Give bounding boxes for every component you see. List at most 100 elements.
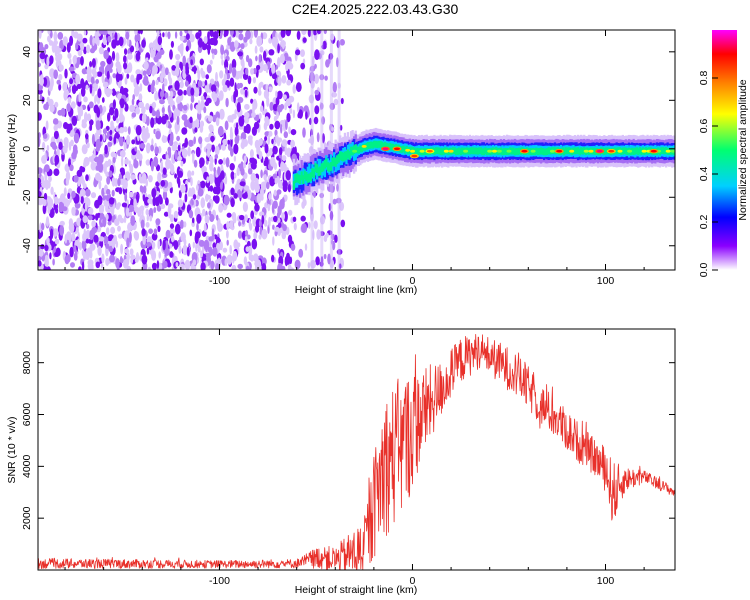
noise-speckle bbox=[249, 157, 256, 164]
noise-speckle bbox=[128, 204, 135, 213]
noise-speckle bbox=[199, 58, 204, 66]
ridge-cell bbox=[419, 149, 425, 153]
noise-speckle bbox=[80, 105, 83, 113]
noise-speckle bbox=[105, 194, 110, 202]
ridge-cell bbox=[417, 148, 421, 156]
noise-speckle bbox=[70, 101, 76, 109]
noise-speckle bbox=[229, 30, 234, 36]
noise-speckle bbox=[129, 191, 134, 198]
noise-speckle bbox=[253, 121, 260, 130]
noise-speckle bbox=[268, 192, 272, 201]
ridge-cell bbox=[360, 145, 363, 153]
noise-speckle bbox=[286, 60, 292, 68]
noise-speckle bbox=[198, 239, 205, 247]
noise-speckle bbox=[302, 37, 307, 43]
noise-speckle bbox=[243, 161, 246, 169]
ridge-cell bbox=[305, 172, 308, 181]
noise-speckle bbox=[53, 168, 60, 176]
noise-speckle bbox=[218, 159, 224, 165]
noise-speckle bbox=[71, 190, 76, 198]
noise-speckle bbox=[151, 138, 154, 146]
ridge-cell bbox=[359, 145, 362, 153]
noise-speckle bbox=[323, 30, 327, 35]
ridge-cell bbox=[379, 140, 382, 148]
noise-speckle bbox=[264, 116, 269, 123]
noise-speckle bbox=[294, 259, 301, 270]
noise-speckle bbox=[69, 246, 74, 258]
ridge-cell bbox=[487, 149, 493, 153]
ridge-cell bbox=[329, 162, 333, 171]
noise-speckle bbox=[62, 81, 68, 92]
noise-speckle bbox=[124, 48, 128, 55]
noise-speckle bbox=[259, 105, 264, 113]
ridge-cell bbox=[292, 181, 296, 190]
noise-speckle bbox=[211, 91, 216, 100]
noise-speckle bbox=[267, 134, 271, 145]
noise-speckle bbox=[96, 71, 103, 77]
noise-speckle bbox=[126, 252, 130, 262]
noise-speckle bbox=[86, 113, 92, 122]
noise-speckle bbox=[113, 136, 117, 145]
noise-speckle bbox=[307, 262, 311, 269]
noise-speckle bbox=[53, 31, 58, 42]
noise-speckle bbox=[141, 69, 144, 77]
noise-speckle bbox=[154, 146, 159, 155]
noise-speckle bbox=[200, 180, 206, 189]
noise-speckle bbox=[237, 242, 241, 248]
noise-speckle bbox=[220, 53, 224, 60]
noise-speckle bbox=[190, 103, 193, 111]
noise-speckle bbox=[283, 211, 288, 222]
noise-speckle bbox=[332, 198, 337, 205]
noise-speckle bbox=[165, 31, 168, 38]
noise-speckle bbox=[245, 30, 251, 40]
noise-speckle bbox=[91, 58, 96, 68]
noise-speckle bbox=[217, 222, 223, 232]
noise-speckle bbox=[178, 209, 183, 216]
noise-speckle bbox=[233, 172, 237, 179]
noise-speckle bbox=[233, 94, 236, 104]
ridge-cell bbox=[328, 163, 331, 172]
noise-speckle bbox=[153, 228, 158, 235]
noise-speckle bbox=[285, 30, 292, 37]
noise-speckle bbox=[245, 265, 250, 270]
noise-speckle bbox=[292, 84, 296, 94]
noise-speckle bbox=[129, 163, 134, 175]
noise-speckle bbox=[182, 55, 186, 65]
noise-speckle bbox=[273, 189, 277, 197]
noise-speckle bbox=[135, 107, 141, 115]
noise-speckle bbox=[237, 263, 243, 270]
noise-speckle bbox=[254, 203, 260, 212]
noise-speckle bbox=[177, 199, 184, 208]
noise-speckle bbox=[175, 262, 179, 268]
noise-speckle bbox=[325, 232, 329, 238]
x-tick-label: 0 bbox=[410, 575, 416, 587]
noise-speckle bbox=[169, 223, 175, 229]
noise-speckle bbox=[279, 198, 285, 210]
noise-speckle bbox=[202, 208, 206, 217]
noise-speckle bbox=[109, 254, 115, 263]
noise-speckle bbox=[212, 186, 218, 195]
noise-speckle bbox=[233, 155, 237, 162]
ridge-cell bbox=[337, 153, 340, 163]
noise-speckle bbox=[175, 109, 178, 117]
colorbar-ticks: 0.0 0.2 0.4 0.6 0.8 bbox=[698, 71, 718, 277]
noise-speckle bbox=[141, 254, 148, 265]
noise-speckle bbox=[211, 228, 215, 239]
noise-speckle bbox=[111, 88, 116, 97]
ridge-cell bbox=[535, 147, 538, 155]
noise-speckle bbox=[276, 90, 283, 100]
noise-speckle bbox=[99, 134, 103, 143]
ridge-cell bbox=[481, 148, 484, 156]
noise-speckle bbox=[130, 74, 135, 83]
ridge-cell bbox=[329, 154, 333, 169]
noise-speckle bbox=[257, 89, 262, 96]
noise-speckle bbox=[76, 169, 83, 177]
noise-speckle bbox=[138, 101, 145, 109]
noise-speckle bbox=[87, 215, 93, 221]
noise-speckle bbox=[149, 105, 153, 114]
noise-speckle bbox=[168, 139, 174, 147]
noise-speckle bbox=[89, 243, 96, 251]
noise-speckle bbox=[204, 101, 210, 107]
noise-speckle bbox=[89, 251, 93, 259]
ridge-cell bbox=[308, 173, 311, 183]
